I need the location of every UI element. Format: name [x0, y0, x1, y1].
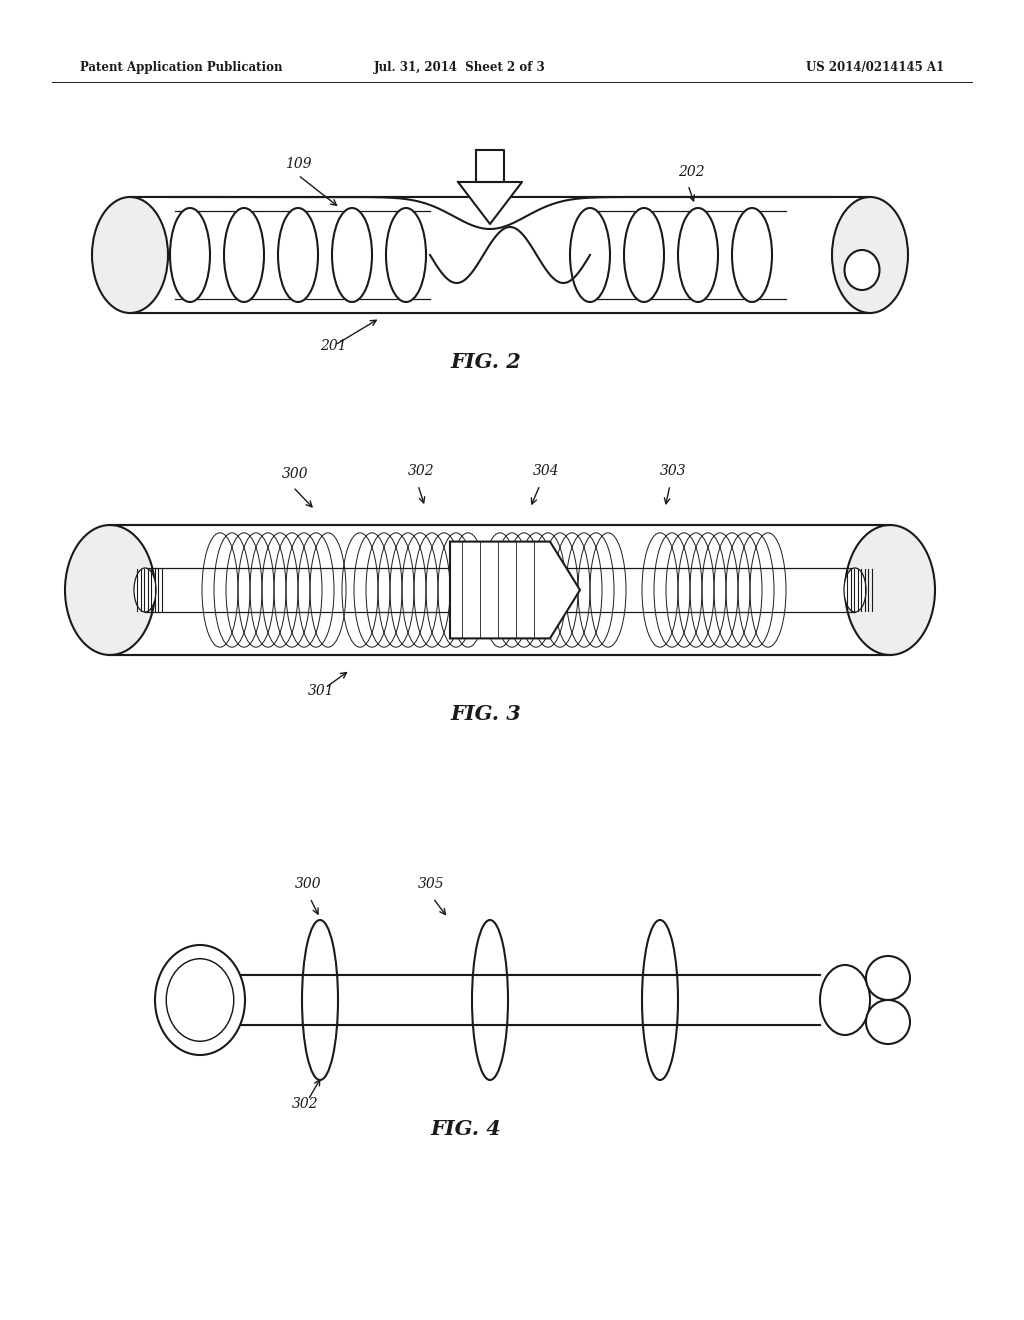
Text: FIG. 3: FIG. 3 [450, 704, 521, 723]
Ellipse shape [302, 920, 338, 1080]
Ellipse shape [642, 920, 678, 1080]
Bar [678, 975, 820, 1026]
Text: 201: 201 [319, 339, 347, 352]
Ellipse shape [820, 965, 870, 1035]
Bar [130, 197, 870, 313]
Ellipse shape [866, 956, 910, 1001]
Text: 300: 300 [282, 467, 308, 480]
Text: FIG. 4: FIG. 4 [430, 1119, 501, 1139]
Text: Patent Application Publication: Patent Application Publication [80, 62, 283, 74]
Text: 202: 202 [678, 165, 705, 180]
Polygon shape [476, 150, 504, 182]
Ellipse shape [472, 920, 508, 1080]
Ellipse shape [570, 209, 610, 302]
Bar [508, 975, 642, 1026]
Text: 109: 109 [285, 157, 311, 172]
Ellipse shape [624, 209, 664, 302]
Text: 302: 302 [408, 465, 434, 478]
Text: FIG. 2: FIG. 2 [450, 352, 521, 372]
Bar [338, 975, 472, 1026]
Text: 300: 300 [295, 876, 322, 891]
Ellipse shape [845, 525, 935, 655]
Bar [110, 525, 890, 655]
Ellipse shape [92, 197, 168, 313]
Ellipse shape [831, 197, 908, 313]
Text: 303: 303 [660, 465, 687, 478]
Text: 302: 302 [292, 1097, 318, 1111]
Text: Jul. 31, 2014  Sheet 2 of 3: Jul. 31, 2014 Sheet 2 of 3 [374, 62, 546, 74]
Ellipse shape [166, 958, 233, 1041]
Ellipse shape [332, 209, 372, 302]
Ellipse shape [65, 525, 155, 655]
Ellipse shape [386, 209, 426, 302]
Text: 301: 301 [308, 684, 335, 698]
Ellipse shape [844, 568, 866, 612]
Ellipse shape [134, 568, 156, 612]
Ellipse shape [866, 1001, 910, 1044]
Ellipse shape [224, 209, 264, 302]
Text: 304: 304 [534, 465, 560, 478]
Ellipse shape [155, 945, 245, 1055]
Polygon shape [458, 182, 522, 224]
Ellipse shape [170, 209, 210, 302]
Ellipse shape [732, 209, 772, 302]
Polygon shape [450, 541, 580, 639]
Ellipse shape [845, 249, 880, 290]
Ellipse shape [278, 209, 318, 302]
Ellipse shape [678, 209, 718, 302]
Text: 305: 305 [418, 876, 444, 891]
Bar [245, 975, 302, 1026]
Text: US 2014/0214145 A1: US 2014/0214145 A1 [806, 62, 944, 74]
